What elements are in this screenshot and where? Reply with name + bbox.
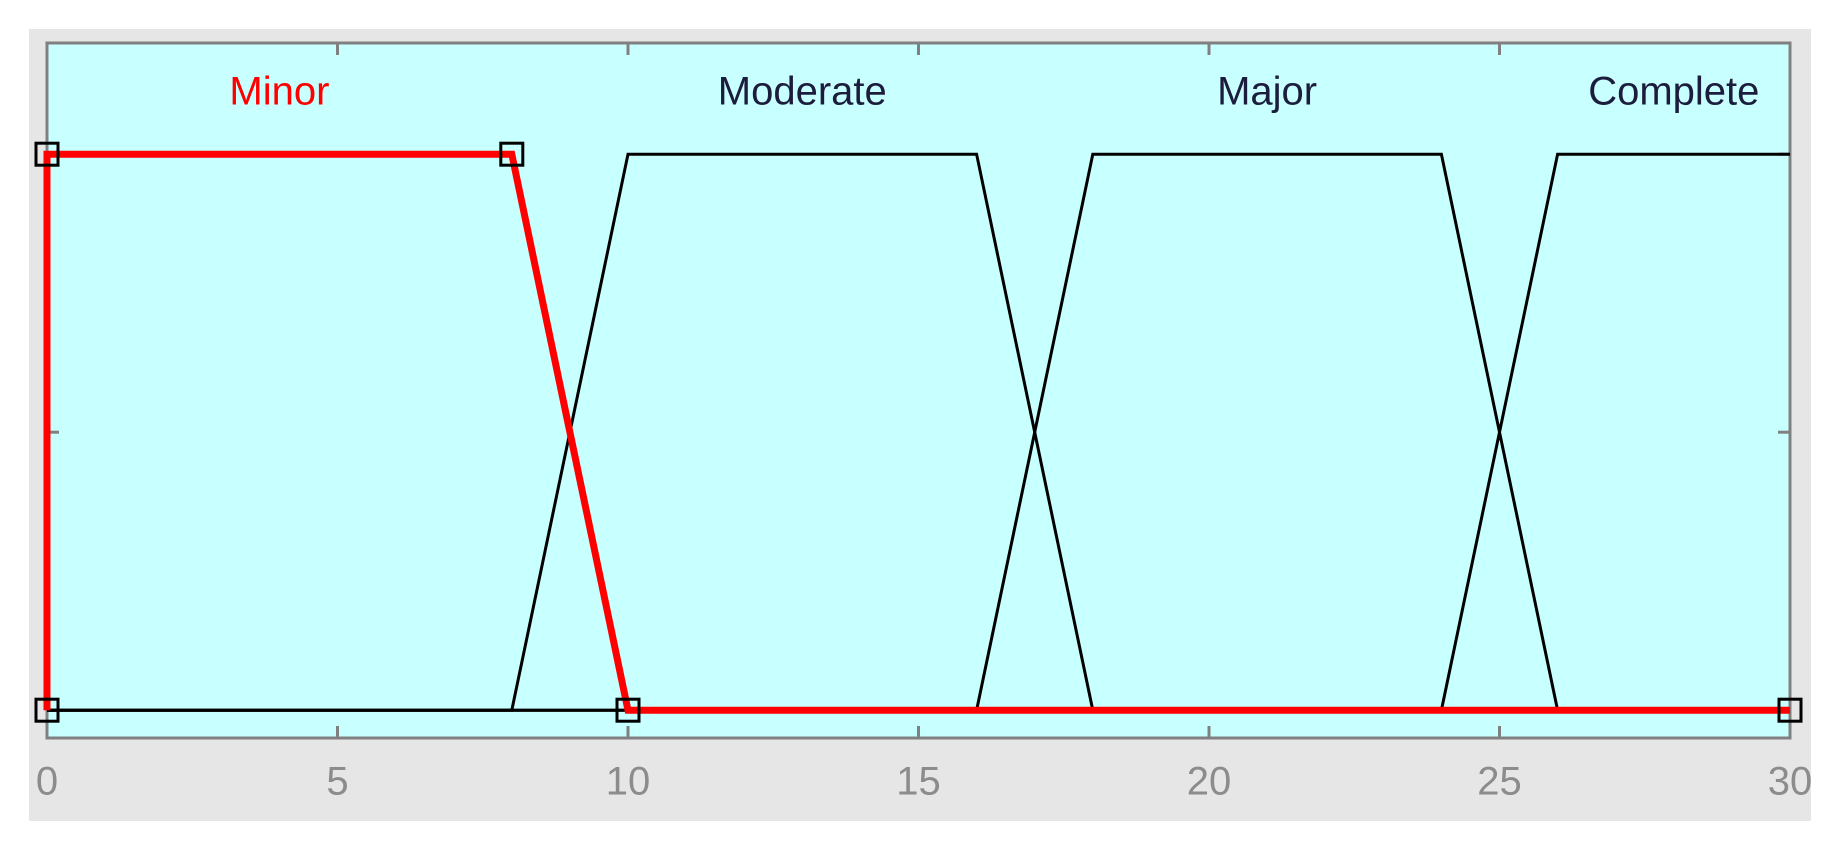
x-tick-label: 0 — [36, 760, 58, 804]
x-tick-label: 30 — [1768, 760, 1813, 804]
vertex-marker — [615, 697, 641, 723]
x-tick-label: 15 — [896, 760, 941, 804]
membership-label: Moderate — [718, 70, 887, 114]
vertex-marker — [34, 697, 60, 723]
membership-label: Complete — [1588, 70, 1759, 114]
membership-label: Major — [1217, 70, 1317, 114]
plot-area — [45, 41, 1792, 740]
vertex-marker — [1777, 697, 1803, 723]
x-tick-label: 25 — [1477, 760, 1522, 804]
x-tick-label: 20 — [1187, 760, 1232, 804]
x-tick-label: 5 — [326, 760, 348, 804]
vertex-marker — [499, 141, 525, 167]
membership-line — [43, 150, 1790, 714]
membership-label: Minor — [229, 70, 329, 114]
x-tick-label: 10 — [606, 760, 651, 804]
vertex-marker — [34, 141, 60, 167]
